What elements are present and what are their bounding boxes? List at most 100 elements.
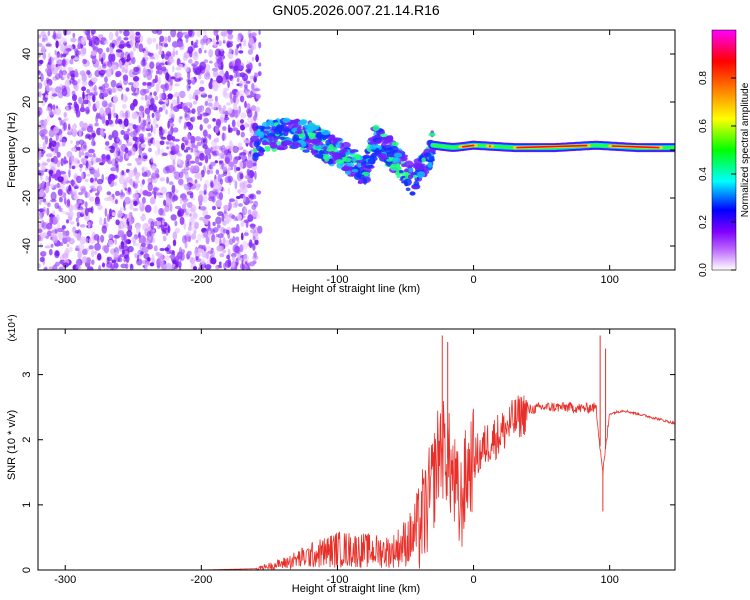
noise-blob [210, 146, 213, 154]
noise-blob [236, 214, 243, 221]
noise-blob [74, 230, 80, 234]
noise-blob [65, 48, 72, 52]
snr-ytick-label: 1 [21, 502, 33, 508]
noise-blob [88, 92, 94, 96]
noise-blob [193, 266, 197, 270]
noise-blob [68, 184, 72, 192]
noise-blob [92, 169, 97, 173]
noise-blob [171, 197, 175, 203]
noise-blob [212, 205, 216, 211]
noise-blob [156, 220, 162, 226]
noise-blob [213, 187, 217, 197]
noise-blob [52, 226, 58, 231]
noise-blob [198, 162, 203, 166]
noise-blob [227, 107, 233, 114]
noise-blob [232, 236, 236, 243]
noise-blob [233, 109, 241, 118]
noise-blob [144, 204, 152, 213]
noise-blob [165, 140, 172, 145]
noise-blob [236, 172, 243, 182]
noise-blob [66, 243, 70, 248]
noise-blob [228, 238, 234, 246]
noise-blob [155, 251, 161, 257]
noise-blob [107, 112, 112, 121]
noise-blob [174, 205, 182, 210]
noise-blob [58, 196, 63, 203]
noise-blob [224, 267, 227, 270]
noise-blob [61, 88, 68, 97]
signal-blob [286, 122, 292, 126]
noise-blob [91, 130, 96, 139]
noise-blob [157, 191, 160, 197]
noise-blob [210, 227, 214, 235]
noise-blob [73, 157, 79, 164]
noise-blob [153, 191, 157, 200]
noise-blob [164, 247, 170, 252]
noise-blob [185, 154, 192, 161]
noise-blob [151, 165, 157, 172]
noise-blob [235, 195, 241, 200]
noise-blob [241, 155, 248, 162]
noise-blob [158, 101, 166, 105]
noise-blob [235, 72, 242, 78]
noise-blob [245, 64, 251, 69]
signal-blob [314, 153, 324, 158]
noise-blob [208, 49, 214, 58]
signal-blob [292, 134, 300, 142]
noise-blob [135, 176, 140, 181]
noise-blob [249, 229, 257, 234]
noise-blob [235, 236, 240, 241]
noise-blob [205, 70, 210, 77]
noise-blob [53, 230, 60, 238]
noise-blob [198, 47, 203, 54]
noise-blob [57, 227, 62, 233]
noise-blob [220, 61, 224, 71]
noise-blob [156, 217, 163, 222]
noise-blob [239, 80, 244, 89]
noise-blob [202, 209, 208, 217]
noise-blob [162, 128, 168, 134]
noise-blob [108, 215, 113, 220]
noise-blob [181, 197, 189, 203]
noise-blob [150, 124, 153, 133]
noise-blob [187, 71, 191, 80]
noise-blob [41, 251, 47, 255]
noise-blob [68, 123, 71, 130]
noise-blob [135, 31, 140, 36]
noise-blob [38, 228, 43, 234]
noise-blob [38, 34, 42, 39]
noise-blob [182, 235, 187, 244]
noise-blob [194, 60, 199, 66]
noise-blob [74, 68, 78, 78]
noise-blob [224, 116, 230, 121]
noise-blob [246, 168, 251, 176]
noise-blob [39, 256, 45, 263]
noise-blob [47, 230, 52, 237]
noise-blob [70, 156, 75, 165]
signal-blob [309, 132, 316, 137]
noise-blob [183, 222, 187, 230]
noise-blob [239, 244, 244, 252]
signal-blob [311, 150, 316, 156]
noise-blob [161, 152, 168, 157]
noise-blob [197, 194, 204, 203]
snr-marks [38, 335, 675, 570]
noise-blob [215, 169, 220, 175]
noise-blob [197, 115, 201, 120]
noise-blob [159, 131, 164, 138]
noise-blob [204, 49, 207, 54]
noise-blob [185, 158, 190, 168]
noise-blob [212, 221, 216, 226]
noise-blob [128, 170, 135, 178]
signal-blob [349, 149, 355, 154]
signal-blob [371, 152, 377, 158]
noise-blob [225, 214, 232, 223]
noise-blob [121, 170, 125, 176]
noise-blob [202, 129, 208, 137]
noise-blob [174, 72, 178, 79]
noise-blob [239, 182, 246, 190]
noise-blob [225, 239, 229, 247]
noise-blob [167, 93, 173, 100]
noise-blob [107, 119, 113, 125]
noise-blob [81, 248, 88, 256]
